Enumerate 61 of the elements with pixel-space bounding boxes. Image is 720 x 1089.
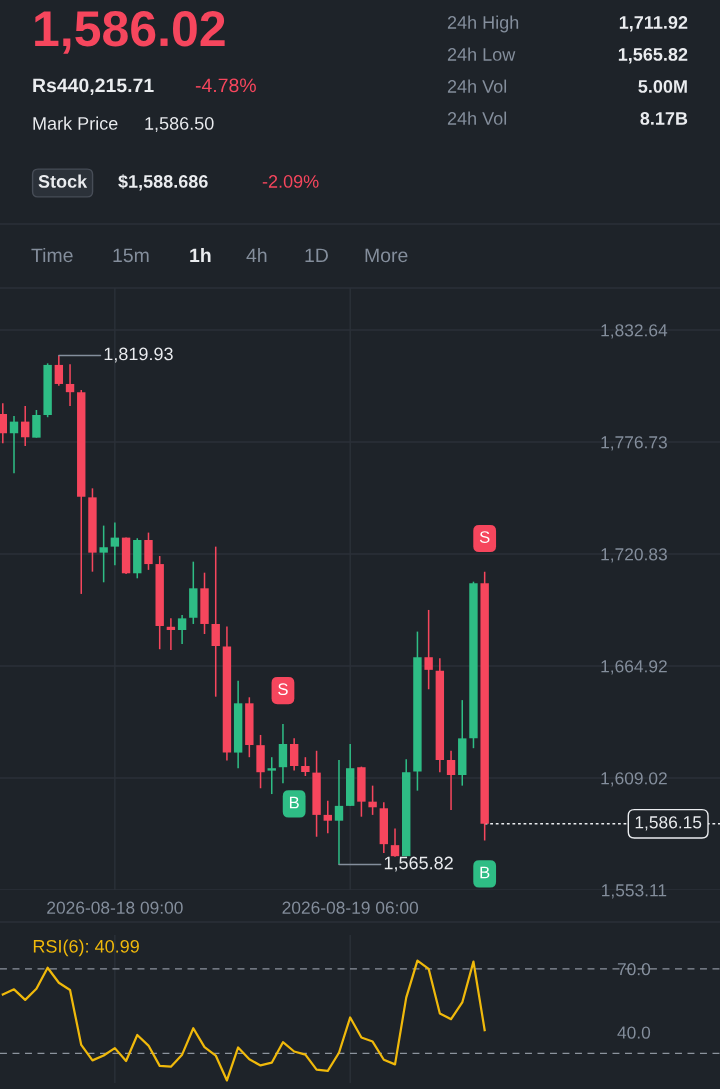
text: -2.09%: [262, 175, 319, 188]
text: More: [365, 248, 408, 263]
candlestick: [446, 750, 456, 811]
text: 1,711.92: [619, 16, 688, 32]
candlestick: [110, 521, 120, 567]
text: 4h: [246, 247, 267, 263]
annotation: B: [480, 866, 490, 879]
annotation: 1,819.93: [104, 347, 173, 363]
candlestick: [0, 402, 7, 445]
y-tick-label: 40.0: [617, 1026, 651, 1039]
y-tick-label: 1,776.73: [601, 436, 667, 451]
candlestick: [278, 723, 288, 785]
text: Mark Price: [33, 116, 118, 130]
y-tick-label: 1,720.83: [601, 548, 667, 563]
candlestick: [211, 545, 220, 698]
candlestick: [368, 784, 377, 816]
text: 24h High: [447, 15, 519, 33]
text: 1,586.50: [145, 117, 214, 132]
text: 5.00M: [638, 80, 687, 93]
candlestick: [289, 737, 299, 772]
text: 24h Low: [447, 47, 516, 61]
text: Time: [31, 247, 73, 263]
annotation: B: [289, 796, 299, 809]
candlestick: [177, 614, 187, 645]
text: -4.78%: [195, 78, 256, 93]
candlestick: [323, 799, 332, 835]
candlestick: [301, 756, 310, 777]
y-tick-label: 1,553.11: [602, 884, 667, 899]
text: $1,588.686: [118, 174, 208, 191]
y-tick-label: 1,664.92: [601, 660, 667, 675]
y-tick-label: 70.0: [617, 963, 651, 976]
text: Stock: [38, 174, 88, 188]
chart-title: 1,586.02: [35, 11, 225, 54]
candlestick: [54, 354, 64, 387]
annotation: S: [278, 683, 288, 696]
text: 8.17B: [640, 112, 688, 125]
text: 24h Vol: [447, 79, 507, 93]
candlestick: [99, 524, 108, 584]
line-series: [1, 959, 486, 1082]
x-tick-label: 2026-08-19 06:00: [282, 901, 419, 914]
candlestick: [21, 405, 30, 447]
text: 1h: [190, 247, 211, 263]
y-tick-label: 1,609.02: [601, 772, 667, 787]
candlestick: [267, 756, 276, 795]
annotation: S: [479, 531, 490, 543]
ref-line-label: 1,586.15: [635, 816, 702, 831]
candlestick: [390, 827, 400, 858]
candlestick: [65, 363, 75, 407]
x-tick-label: 2026-08-18 09:00: [47, 901, 183, 914]
candlestick: [334, 759, 344, 866]
text: 24h Vol: [447, 111, 507, 125]
candlestick: [32, 409, 41, 439]
text: Rs440,215.71: [33, 78, 154, 96]
text: 1D: [305, 248, 328, 263]
text: 1,565.82: [618, 48, 688, 64]
y-tick-label: 1,832.64: [601, 324, 668, 339]
text: 15m: [113, 248, 149, 263]
series-label: RSI(6): 40.99: [33, 939, 139, 957]
candlestick: [9, 415, 19, 475]
candlestick: [424, 609, 433, 691]
annotation: 1,565.82: [384, 856, 453, 872]
